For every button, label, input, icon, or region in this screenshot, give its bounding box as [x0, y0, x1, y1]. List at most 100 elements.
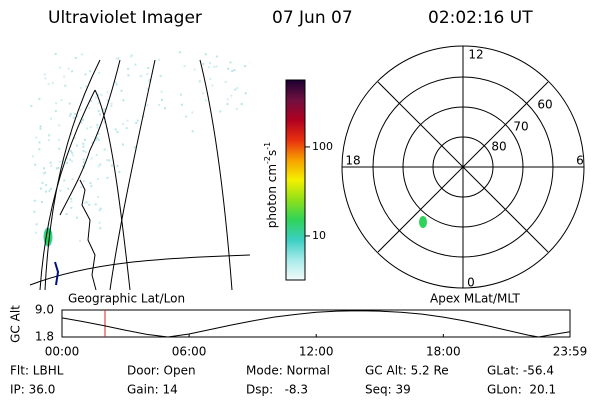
speckle [120, 89, 123, 92]
speckle [99, 113, 102, 116]
speckle [76, 115, 79, 118]
speckle [75, 144, 78, 147]
speckle [35, 223, 38, 226]
speckle [231, 69, 234, 72]
speckle [135, 33, 137, 35]
polar-label: Apex MLat/MLT [430, 292, 520, 306]
speckle [193, 68, 196, 71]
colorbar-tick-label: 100 [312, 140, 333, 153]
speckle [71, 70, 74, 73]
speckle [110, 164, 113, 167]
label-part: -2 [263, 156, 272, 164]
info-field: GLon: 20.1 [487, 383, 556, 397]
speckle [47, 83, 50, 86]
speckle [191, 130, 194, 133]
speckle [97, 138, 100, 141]
speckle [110, 105, 113, 108]
speckle [147, 67, 150, 70]
speckle [121, 143, 124, 146]
speckle [95, 138, 98, 141]
speckle [82, 142, 85, 145]
speckle [79, 86, 82, 89]
speckle [84, 73, 87, 76]
speckle [229, 61, 232, 64]
speckle [82, 150, 85, 153]
speckle [217, 25, 219, 27]
speckle [67, 67, 70, 70]
speckle [80, 121, 83, 124]
speckle [115, 57, 118, 60]
speckle [82, 145, 85, 148]
info-field: Dsp: -8.3 [246, 383, 308, 397]
speckle [214, 17, 216, 19]
speckle [58, 160, 61, 163]
speckle [103, 121, 106, 124]
speckle [160, 98, 163, 101]
speckle [43, 73, 46, 76]
speckle [57, 166, 60, 169]
speckle [38, 148, 41, 151]
speckle [118, 171, 121, 174]
speckle [240, 103, 243, 106]
speckle [230, 30, 232, 32]
speckle [235, 107, 238, 110]
speckle [71, 151, 74, 154]
speckle [185, 115, 188, 118]
speckle [50, 164, 53, 167]
speckle [68, 102, 71, 105]
speckle [54, 110, 57, 113]
speckle [219, 110, 222, 113]
speckle [45, 190, 48, 193]
speckle [166, 46, 168, 48]
speckle [244, 92, 247, 95]
speckle [226, 21, 228, 23]
speckle [83, 138, 86, 141]
speckle [140, 75, 143, 78]
speckle [247, 15, 249, 17]
map-grid [29, 1, 250, 290]
speckle [95, 153, 98, 156]
speckle [31, 155, 34, 158]
speckle [58, 147, 61, 150]
speckle [122, 99, 125, 102]
speckle [63, 75, 66, 78]
speckle [51, 217, 54, 220]
speckle [79, 109, 82, 112]
speckle [99, 227, 102, 230]
speckle [97, 132, 100, 135]
speckle [65, 157, 68, 160]
label-part: -1 [263, 142, 272, 150]
speckle [82, 166, 85, 169]
speckle [70, 206, 73, 209]
speckle [57, 138, 60, 141]
speckle [42, 167, 45, 170]
speckle [204, 53, 207, 56]
speckle [96, 126, 99, 129]
map-label: Geographic Lat/Lon [68, 292, 185, 306]
speckle [88, 203, 91, 206]
info-field: Gain: 14 [127, 383, 178, 397]
speckle [69, 150, 72, 153]
speckle [94, 203, 97, 206]
speckle [99, 207, 102, 210]
speckle [39, 187, 42, 190]
lat-label: 80 [491, 140, 506, 154]
speckle [233, 69, 236, 72]
speckle [234, 88, 237, 91]
polar-aurora [419, 216, 427, 228]
altitude-line [61, 310, 571, 338]
speckle [202, 92, 205, 95]
speckle [133, 146, 136, 149]
speckle [212, 1, 214, 3]
speckle [84, 201, 87, 204]
speckle [125, 127, 128, 130]
speckle [97, 110, 100, 113]
speckle [72, 116, 75, 119]
speckle [249, 61, 250, 64]
speckle [114, 128, 117, 131]
info-field: Flt: LBHL [10, 364, 64, 378]
speckle [70, 133, 73, 136]
speckle [228, 20, 230, 22]
speckle [147, 34, 149, 36]
speckle [147, 80, 150, 83]
